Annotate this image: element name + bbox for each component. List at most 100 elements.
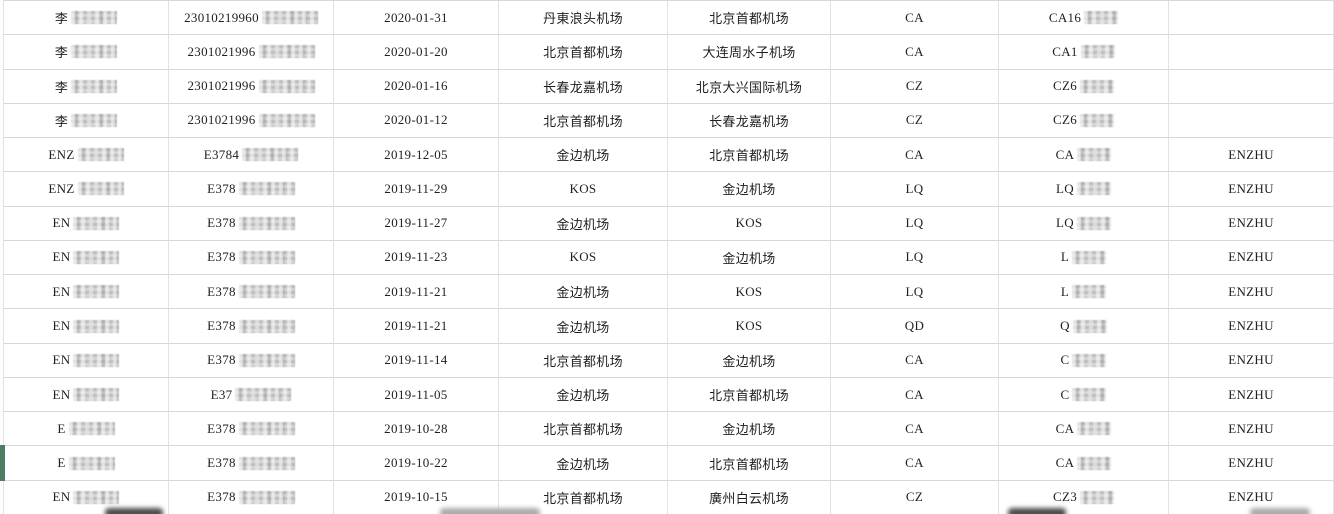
- booker-name-cell[interactable]: [1169, 69, 1334, 104]
- booker-name-cell[interactable]: ENZHU: [1169, 240, 1334, 276]
- passenger-name-cell[interactable]: ENZ: [4, 172, 169, 207]
- booker-name-cell[interactable]: ENZHU: [1169, 412, 1334, 447]
- departure-airport-cell[interactable]: KOS: [499, 172, 668, 207]
- airline-code-cell[interactable]: CA: [831, 343, 999, 378]
- id-number-cell[interactable]: 2301021996: [169, 103, 334, 139]
- passenger-name-cell[interactable]: EN: [4, 309, 169, 344]
- airline-code-cell[interactable]: CA: [831, 377, 999, 413]
- table-row[interactable]: 李 2301021996 2020-01-12 北京首都机场 长春龙嘉机场 CZ…: [4, 103, 1334, 139]
- passenger-name-cell[interactable]: EN: [4, 480, 169, 514]
- airline-code-cell[interactable]: LQ: [831, 240, 999, 276]
- flight-date-cell[interactable]: 2020-01-20: [334, 35, 499, 70]
- flight-number-cell[interactable]: CA1: [999, 35, 1169, 70]
- flight-number-cell[interactable]: LQ: [999, 172, 1169, 207]
- airline-code-cell[interactable]: CZ: [831, 103, 999, 139]
- arrival-airport-cell[interactable]: 北京首都机场: [668, 446, 831, 481]
- flight-date-cell[interactable]: 2019-10-22: [334, 446, 499, 481]
- departure-airport-cell[interactable]: 北京首都机场: [499, 103, 668, 139]
- booker-name-cell[interactable]: [1169, 1, 1334, 36]
- booker-name-cell[interactable]: ENZHU: [1169, 377, 1334, 413]
- flight-date-cell[interactable]: 2019-11-29: [334, 172, 499, 207]
- arrival-airport-cell[interactable]: 大连周水子机场: [668, 35, 831, 70]
- table-row[interactable]: 李 23010219960 2020-01-31 丹東浪头机场 北京首都机场 C…: [4, 1, 1334, 36]
- airline-code-cell[interactable]: CA: [831, 412, 999, 447]
- table-row[interactable]: EN E378 2019-11-14 北京首都机场 金边机场 CA C ENZH…: [4, 343, 1334, 378]
- booker-name-cell[interactable]: [1169, 103, 1334, 139]
- table-row[interactable]: E E378 2019-10-22 金边机场 北京首都机场 CA CA ENZH…: [0, 445, 1334, 481]
- booker-name-cell[interactable]: ENZHU: [1169, 206, 1334, 241]
- airline-code-cell[interactable]: LQ: [831, 206, 999, 241]
- table-row[interactable]: EN E378 2019-11-27 金边机场 KOS LQ LQ ENZHU: [4, 206, 1334, 241]
- arrival-airport-cell[interactable]: 金边机场: [668, 343, 831, 378]
- table-row[interactable]: EN E378 2019-11-23 KOS 金边机场 LQ L ENZHU: [4, 240, 1334, 276]
- flight-date-cell[interactable]: 2019-11-14: [334, 343, 499, 378]
- arrival-airport-cell[interactable]: KOS: [668, 206, 831, 241]
- flight-number-cell[interactable]: L: [999, 240, 1169, 276]
- flight-number-cell[interactable]: L: [999, 275, 1169, 310]
- passenger-name-cell[interactable]: E: [4, 446, 169, 481]
- id-number-cell[interactable]: E378: [169, 206, 334, 241]
- id-number-cell[interactable]: E378: [169, 480, 334, 514]
- airline-code-cell[interactable]: QD: [831, 309, 999, 344]
- passenger-name-cell[interactable]: EN: [4, 377, 169, 413]
- departure-airport-cell[interactable]: 金边机场: [499, 138, 668, 173]
- id-number-cell[interactable]: E37: [169, 377, 334, 413]
- flight-date-cell[interactable]: 2019-10-28: [334, 412, 499, 447]
- booker-name-cell[interactable]: ENZHU: [1169, 446, 1334, 481]
- passenger-name-cell[interactable]: 李: [4, 103, 169, 139]
- passenger-name-cell[interactable]: ENZ: [4, 138, 169, 173]
- flight-number-cell[interactable]: LQ: [999, 206, 1169, 241]
- arrival-airport-cell[interactable]: KOS: [668, 309, 831, 344]
- airline-code-cell[interactable]: LQ: [831, 275, 999, 310]
- departure-airport-cell[interactable]: 金边机场: [499, 446, 668, 481]
- flight-date-cell[interactable]: 2019-11-27: [334, 206, 499, 241]
- departure-airport-cell[interactable]: KOS: [499, 240, 668, 276]
- flight-number-cell[interactable]: CA: [999, 446, 1169, 481]
- table-row[interactable]: ENZ E378 2019-11-29 KOS 金边机场 LQ LQ ENZHU: [4, 172, 1334, 207]
- departure-airport-cell[interactable]: 长春龙嘉机场: [499, 69, 668, 104]
- passenger-name-cell[interactable]: EN: [4, 206, 169, 241]
- flight-date-cell[interactable]: 2019-11-05: [334, 377, 499, 413]
- flight-number-cell[interactable]: CZ6: [999, 103, 1169, 139]
- flight-number-cell[interactable]: Q: [999, 309, 1169, 344]
- flight-number-cell[interactable]: CA: [999, 412, 1169, 447]
- airline-code-cell[interactable]: CA: [831, 1, 999, 36]
- departure-airport-cell[interactable]: 北京首都机场: [499, 343, 668, 378]
- flight-date-cell[interactable]: 2019-11-21: [334, 309, 499, 344]
- table-row[interactable]: 李 2301021996 2020-01-16 长春龙嘉机场 北京大兴国际机场 …: [4, 69, 1334, 104]
- id-number-cell[interactable]: 2301021996: [169, 35, 334, 70]
- flight-number-cell[interactable]: CA16: [999, 1, 1169, 36]
- flight-date-cell[interactable]: 2019-12-05: [334, 138, 499, 173]
- departure-airport-cell[interactable]: 金边机场: [499, 275, 668, 310]
- airline-code-cell[interactable]: CZ: [831, 69, 999, 104]
- passenger-name-cell[interactable]: 李: [4, 35, 169, 70]
- flight-number-cell[interactable]: C: [999, 343, 1169, 378]
- table-row[interactable]: EN E378 2019-11-21 金边机场 KOS LQ L ENZHU: [4, 275, 1334, 310]
- flight-date-cell[interactable]: 2020-01-12: [334, 103, 499, 139]
- departure-airport-cell[interactable]: 金边机场: [499, 377, 668, 413]
- airline-code-cell[interactable]: CA: [831, 35, 999, 70]
- table-row[interactable]: ENZ E3784 2019-12-05 金边机场 北京首都机场 CA CA E…: [4, 138, 1334, 173]
- arrival-airport-cell[interactable]: 金边机场: [668, 412, 831, 447]
- booker-name-cell[interactable]: ENZHU: [1169, 309, 1334, 344]
- passenger-name-cell[interactable]: 李: [4, 69, 169, 104]
- table-row[interactable]: E E378 2019-10-28 北京首都机场 金边机场 CA CA ENZH…: [4, 412, 1334, 447]
- table-row[interactable]: EN E37 2019-11-05 金边机场 北京首都机场 CA C ENZHU: [4, 377, 1334, 413]
- passenger-name-cell[interactable]: E: [4, 412, 169, 447]
- departure-airport-cell[interactable]: 丹東浪头机场: [499, 1, 668, 36]
- id-number-cell[interactable]: E378: [169, 172, 334, 207]
- id-number-cell[interactable]: 2301021996: [169, 69, 334, 104]
- id-number-cell[interactable]: E378: [169, 343, 334, 378]
- booker-name-cell[interactable]: ENZHU: [1169, 275, 1334, 310]
- arrival-airport-cell[interactable]: 北京大兴国际机场: [668, 69, 831, 104]
- departure-airport-cell[interactable]: 北京首都机场: [499, 35, 668, 70]
- arrival-airport-cell[interactable]: 北京首都机场: [668, 377, 831, 413]
- flight-date-cell[interactable]: 2019-11-23: [334, 240, 499, 276]
- id-number-cell[interactable]: E378: [169, 275, 334, 310]
- arrival-airport-cell[interactable]: 廣州白云机场: [668, 480, 831, 514]
- id-number-cell[interactable]: E378: [169, 240, 334, 276]
- arrival-airport-cell[interactable]: 金边机场: [668, 240, 831, 276]
- id-number-cell[interactable]: E378: [169, 412, 334, 447]
- arrival-airport-cell[interactable]: 长春龙嘉机场: [668, 103, 831, 139]
- id-number-cell[interactable]: E378: [169, 309, 334, 344]
